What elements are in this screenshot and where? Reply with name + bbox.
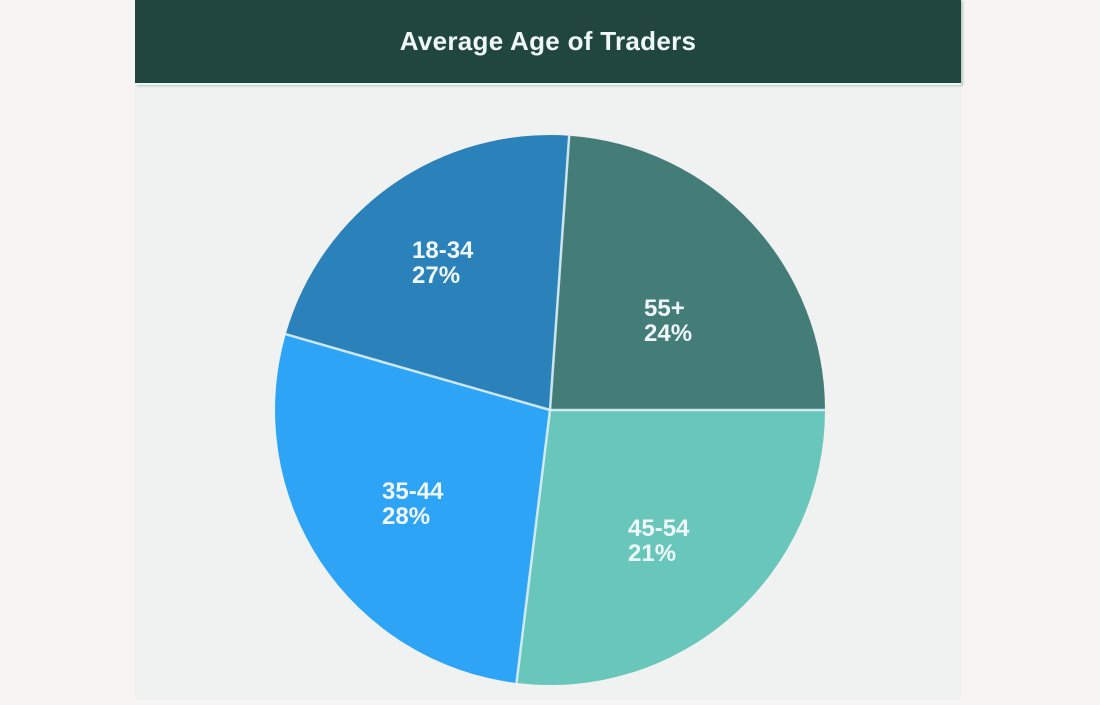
- chart-title: Average Age of Traders: [399, 26, 697, 56]
- pie-slice-separator: [515, 409, 552, 684]
- pie-label-45-54: 45-54 21%: [628, 515, 690, 567]
- pie-slice-separator: [285, 332, 551, 412]
- infographic-card: Average Age of Traders 55+ 24% 45-54 21% 35-…: [135, 0, 961, 700]
- pie-label-35-44: 35-44 28%: [382, 478, 444, 530]
- pie-chart-area: 55+ 24% 45-54 21% 35-44 28% 18-34 27%: [135, 0, 961, 700]
- pie-label-value: 24%: [644, 320, 692, 347]
- pie-label-value: 28%: [382, 503, 430, 530]
- pie-chart: 55+ 24% 45-54 21% 35-44 28% 18-34 27%: [275, 135, 825, 686]
- pie-label-category: 35-44: [382, 478, 444, 505]
- pie-slice-45-54: [516, 410, 825, 686]
- pie-label-category: 45-54: [628, 515, 690, 542]
- pie-label-value: 21%: [628, 540, 676, 567]
- pie-label-value: 27%: [412, 262, 460, 289]
- pie-slice-18-34: [285, 135, 570, 410]
- pie-label-55-plus: 55+ 24%: [644, 295, 692, 347]
- pie-slice-separator: [548, 135, 571, 411]
- pie-slice-55-plus: [550, 135, 825, 410]
- chart-header: Average Age of Traders: [135, 0, 961, 85]
- pie-label-category: 55+: [644, 295, 685, 322]
- pie-label-18-34: 18-34 27%: [412, 237, 474, 289]
- pie-slice-35-44: [275, 334, 550, 683]
- pie-label-category: 18-34: [412, 237, 474, 264]
